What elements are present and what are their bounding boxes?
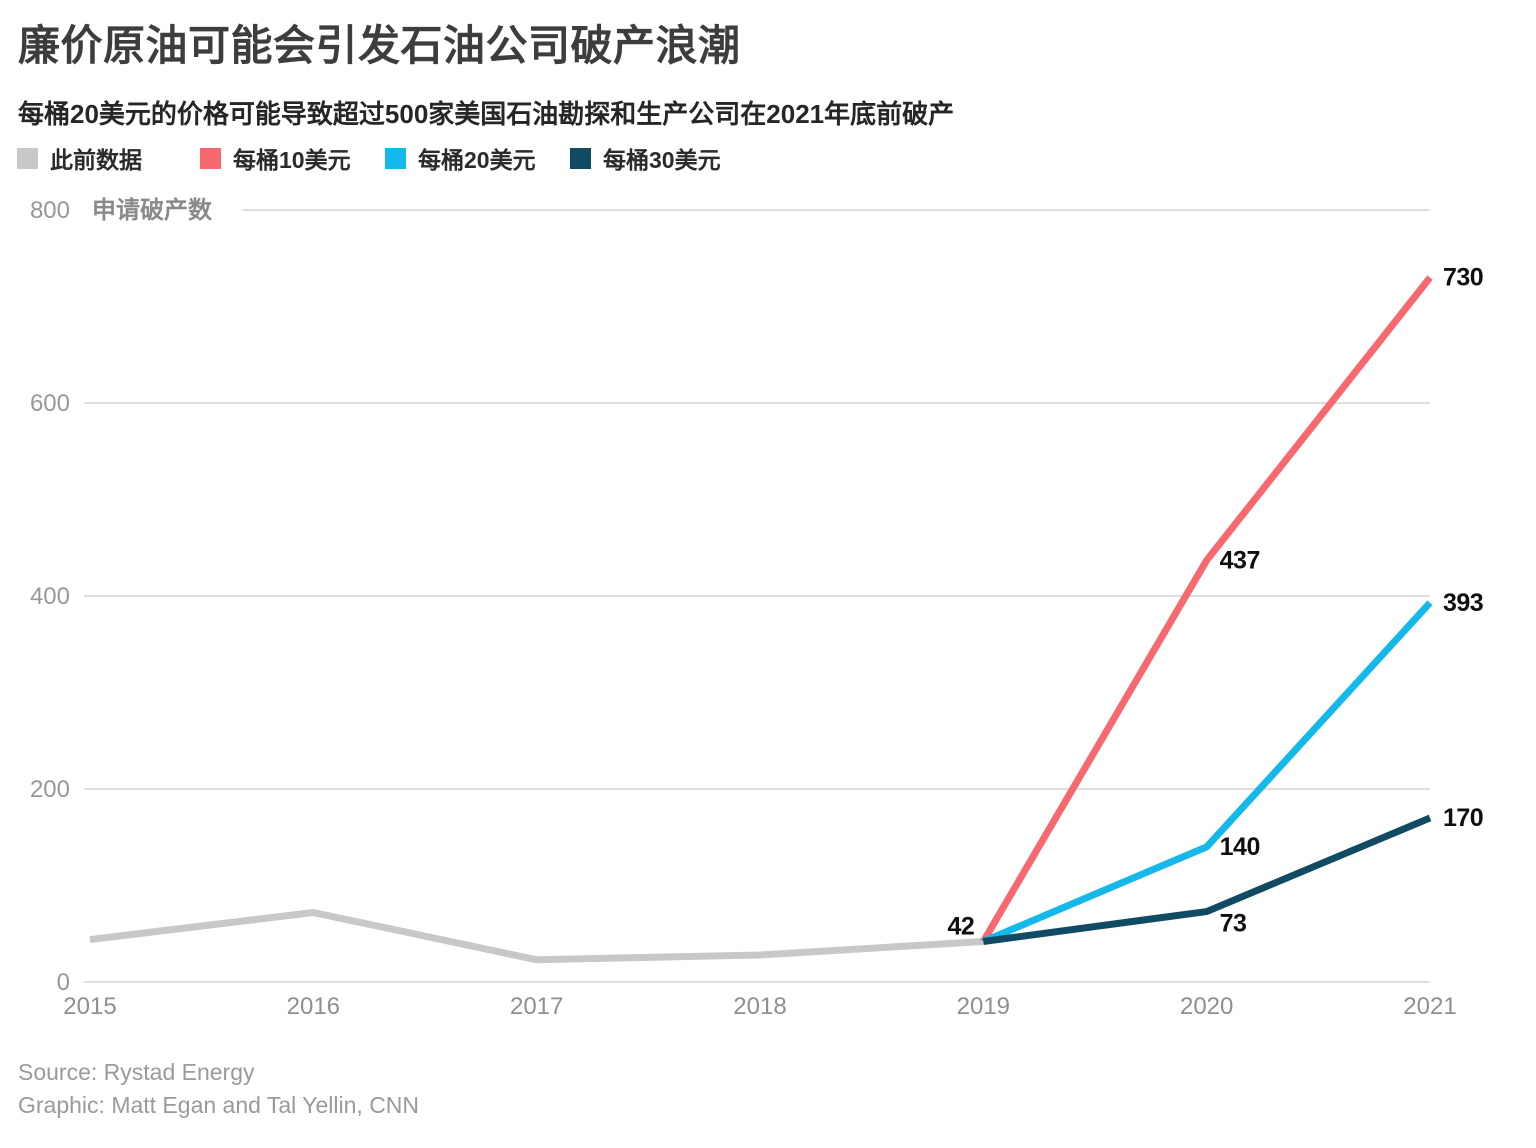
x-axis-tick-label: 2021 <box>1403 993 1456 1020</box>
y-axis-tick-label: 200 <box>30 776 70 803</box>
series-line <box>89 909 984 964</box>
legend-item: 每桶30美元 <box>570 141 721 175</box>
series-line <box>981 600 1433 945</box>
legend-item: 此前数据 <box>17 141 142 175</box>
x-axis-tick-label: 2018 <box>733 993 786 1020</box>
legend-item: 每桶10美元 <box>200 141 351 175</box>
source-credit: Source: Rystad Energy <box>18 1059 255 1085</box>
legend-label: 此前数据 <box>50 147 142 173</box>
x-axis-tick-label: 2020 <box>1180 993 1233 1020</box>
data-point-label: 73 <box>1220 910 1247 938</box>
series-line <box>980 275 1433 944</box>
y-axis-tick-label: 800 <box>30 197 70 224</box>
x-axis-tick-label: 2019 <box>957 993 1010 1020</box>
footer: Source: Rystad Energy Graphic: Matt Egan… <box>18 1056 1518 1122</box>
y-axis-tick-label: 0 <box>57 969 70 996</box>
data-point-label: 393 <box>1443 589 1483 617</box>
page-subtitle: 每桶20美元的价格可能导致超过500家美国石油勘探和生产公司在2021年底前破产 <box>18 99 955 129</box>
x-axis-tick-label: 2015 <box>63 993 116 1020</box>
data-point-label: 730 <box>1443 264 1483 292</box>
graphic-credit: Graphic: Matt Egan and Tal Yellin, CNN <box>18 1092 420 1118</box>
legend: 此前数据 每桶10美元 每桶20美元 每桶30美元 <box>0 141 1536 173</box>
page-title: 廉价原油可能会引发石油公司破产浪潮 <box>18 22 741 69</box>
x-axis-tick-label: 2017 <box>510 993 563 1020</box>
series-line <box>982 814 1432 945</box>
legend-label: 每桶20美元 <box>418 147 536 173</box>
legend-item: 每桶20美元 <box>385 141 536 175</box>
legend-swatch-icon <box>570 147 591 169</box>
y-axis-title: 申请破产数 <box>92 196 213 224</box>
data-point-label: 140 <box>1220 833 1260 861</box>
legend-label: 每桶30美元 <box>603 147 721 173</box>
legend-swatch-icon <box>200 147 221 169</box>
y-axis-tick-label: 600 <box>30 390 70 417</box>
data-point-label: 437 <box>1220 546 1260 574</box>
x-axis-tick-label: 2016 <box>287 993 340 1020</box>
y-axis-tick-label: 400 <box>30 583 70 610</box>
legend-label: 每桶10美元 <box>233 147 351 173</box>
legend-swatch-icon <box>385 147 406 169</box>
legend-swatch-icon <box>17 147 38 169</box>
data-point-label: 170 <box>1443 804 1483 832</box>
data-point-label: 42 <box>948 912 975 940</box>
